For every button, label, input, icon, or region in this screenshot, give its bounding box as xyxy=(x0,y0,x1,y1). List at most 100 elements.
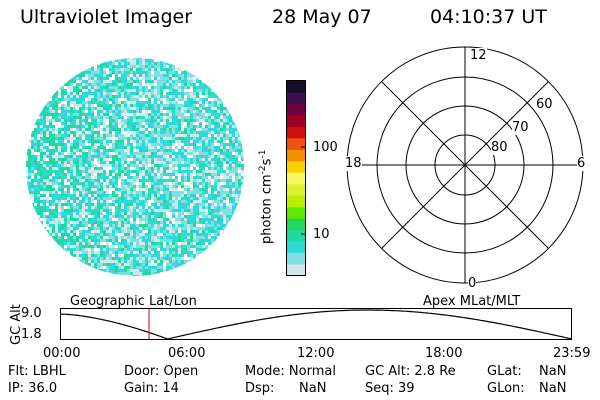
uv-pixel xyxy=(61,245,64,248)
uv-pixel xyxy=(97,149,100,152)
uv-pixel xyxy=(52,221,55,224)
uv-pixel xyxy=(208,197,211,200)
uv-pixel xyxy=(88,227,91,230)
uv-pixel xyxy=(97,263,100,266)
uv-pixel xyxy=(160,176,163,179)
uv-pixel xyxy=(76,242,79,245)
uv-pixel xyxy=(136,266,139,269)
uv-pixel xyxy=(190,152,193,155)
uv-pixel xyxy=(124,98,127,101)
uv-pixel xyxy=(190,122,193,125)
uv-pixel xyxy=(163,266,166,269)
uv-pixel xyxy=(157,143,160,146)
uv-pixel xyxy=(76,83,79,86)
uv-pixel xyxy=(55,179,58,182)
uv-pixel xyxy=(142,122,145,125)
uv-pixel xyxy=(82,80,85,83)
uv-pixel xyxy=(163,191,166,194)
uv-pixel xyxy=(112,173,115,176)
uv-pixel xyxy=(148,65,151,68)
uv-pixel xyxy=(118,161,121,164)
uv-pixel xyxy=(97,242,100,245)
uv-pixel xyxy=(160,110,163,113)
uv-pixel xyxy=(211,164,214,167)
uv-pixel xyxy=(97,146,100,149)
uv-pixel xyxy=(184,194,187,197)
uv-pixel xyxy=(133,122,136,125)
uv-pixel xyxy=(49,149,52,152)
uv-pixel xyxy=(202,113,205,116)
uv-pixel xyxy=(46,233,49,236)
uv-pixel xyxy=(100,230,103,233)
uv-pixel xyxy=(151,257,154,260)
uv-pixel xyxy=(112,257,115,260)
uv-pixel xyxy=(145,80,148,83)
uv-pixel xyxy=(142,59,145,62)
uv-pixel xyxy=(127,161,130,164)
uv-pixel xyxy=(85,245,88,248)
uv-pixel xyxy=(208,212,211,215)
uv-pixel xyxy=(85,257,88,260)
uv-pixel xyxy=(157,236,160,239)
uv-pixel xyxy=(88,101,91,104)
uv-pixel xyxy=(220,185,223,188)
uv-pixel xyxy=(145,254,148,257)
uv-pixel xyxy=(76,152,79,155)
uv-pixel xyxy=(67,191,70,194)
uv-pixel xyxy=(79,212,82,215)
uv-pixel xyxy=(169,245,172,248)
uv-pixel xyxy=(244,191,245,194)
uv-pixel xyxy=(151,185,154,188)
uv-pixel xyxy=(199,179,202,182)
uv-pixel xyxy=(109,185,112,188)
uv-pixel xyxy=(85,242,88,245)
uv-pixel xyxy=(181,128,184,131)
uv-pixel xyxy=(214,221,217,224)
uv-pixel xyxy=(226,104,229,107)
uv-pixel xyxy=(124,236,127,239)
uv-pixel xyxy=(100,107,103,110)
uv-pixel xyxy=(100,125,103,128)
uv-pixel xyxy=(55,245,58,248)
uv-pixel xyxy=(130,257,133,260)
uv-pixel xyxy=(109,224,112,227)
uv-pixel xyxy=(73,101,76,104)
uv-pixel xyxy=(127,104,130,107)
uv-pixel xyxy=(232,209,235,212)
uv-pixel xyxy=(124,251,127,254)
uv-pixel xyxy=(142,146,145,149)
uv-pixel xyxy=(91,212,94,215)
uv-pixel xyxy=(70,155,73,158)
uv-pixel xyxy=(187,152,190,155)
uv-pixel xyxy=(169,251,172,254)
uv-pixel xyxy=(136,257,139,260)
uv-pixel xyxy=(97,152,100,155)
uv-pixel xyxy=(43,185,46,188)
uv-pixel xyxy=(64,98,67,101)
uv-pixel xyxy=(67,137,70,140)
uv-pixel xyxy=(88,104,91,107)
uv-pixel xyxy=(97,203,100,206)
uv-pixel xyxy=(160,194,163,197)
uv-pixel xyxy=(244,176,245,179)
uv-pixel xyxy=(139,110,142,113)
uv-pixel xyxy=(181,110,184,113)
uv-pixel xyxy=(160,212,163,215)
uv-pixel xyxy=(118,104,121,107)
uv-pixel xyxy=(118,239,121,242)
uv-pixel xyxy=(178,119,181,122)
uv-pixel xyxy=(145,245,148,248)
uv-pixel xyxy=(103,266,106,269)
uv-pixel xyxy=(151,86,154,89)
uv-pixel xyxy=(232,188,235,191)
uv-pixel xyxy=(40,116,43,119)
uv-pixel xyxy=(181,92,184,95)
uv-pixel xyxy=(58,155,61,158)
uv-pixel xyxy=(124,77,127,80)
uv-pixel xyxy=(46,164,49,167)
uv-pixel xyxy=(106,104,109,107)
uv-pixel xyxy=(112,266,115,269)
uv-pixel xyxy=(154,74,157,77)
uv-pixel xyxy=(49,221,52,224)
uv-pixel xyxy=(46,224,49,227)
